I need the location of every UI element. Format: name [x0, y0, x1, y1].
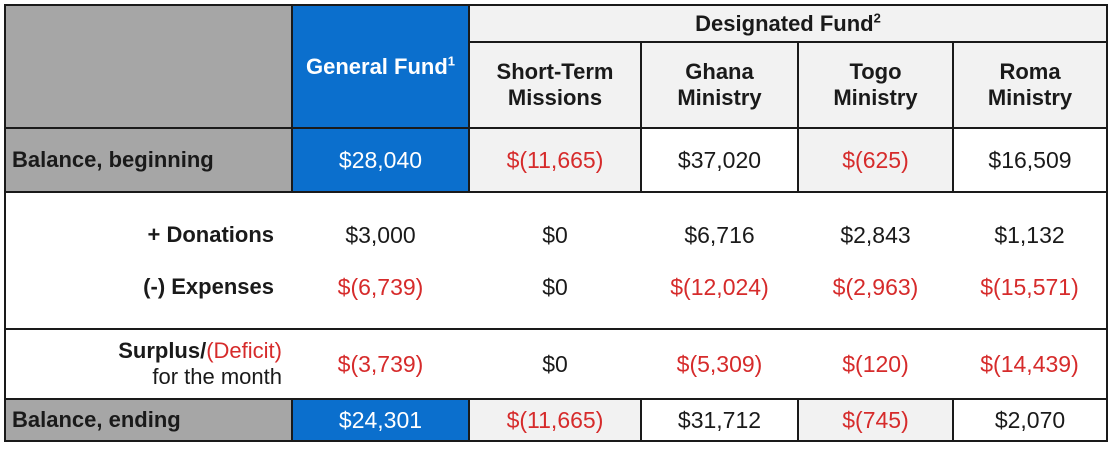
col-header-roma-ministry: Roma Ministry: [952, 41, 1108, 129]
label-balance-beginning: Balance, beginning: [4, 127, 293, 193]
col-header-togo-ministry: Togo Ministry: [797, 41, 954, 129]
label-donations: + Donations: [147, 221, 274, 247]
cell-surplus-ghana: $(5,309): [641, 328, 798, 400]
cell-surplus-general: $(3,739): [292, 328, 469, 400]
cell-surplus-togo: $(120): [798, 328, 953, 400]
activity-togo: $2,843 $(2,963): [798, 191, 953, 330]
cell-beginning-togo: $(625): [797, 127, 954, 193]
general-fund-header: General Fund1: [291, 4, 470, 129]
designated-fund-header: Designated Fund2: [468, 4, 1108, 43]
cell-ending-ghana: $31,712: [640, 398, 799, 442]
cell-ending-roma: $2,070: [952, 398, 1108, 442]
label-expenses: (-) Expenses: [143, 273, 274, 299]
label-surplus: Surplus/(Deficit) for the month: [4, 328, 292, 400]
label-balance-ending: Balance, ending: [4, 398, 293, 442]
cell-ending-togo: $(745): [797, 398, 954, 442]
row-balance-beginning: Balance, beginning $28,040 $(11,665) $37…: [4, 127, 1108, 193]
activity-short-term: $0 $0: [469, 191, 641, 330]
cell-ending-short-term: $(11,665): [468, 398, 642, 442]
cell-surplus-roma: $(14,439): [953, 328, 1108, 400]
row-activity: + Donations (-) Expenses $3,000 $(6,739)…: [4, 191, 1108, 330]
row-surplus: Surplus/(Deficit) for the month $(3,739)…: [4, 328, 1108, 400]
activity-labels: + Donations (-) Expenses: [4, 191, 292, 330]
cell-surplus-short-term: $0: [469, 328, 641, 400]
row-balance-ending: Balance, ending $24,301 $(11,665) $31,71…: [4, 398, 1108, 442]
activity-general: $3,000 $(6,739): [292, 191, 469, 330]
activity-ghana: $6,716 $(12,024): [641, 191, 798, 330]
cell-beginning-roma: $16,509: [952, 127, 1108, 193]
col-header-ghana-ministry: Ghana Ministry: [640, 41, 799, 129]
corner-cell: [4, 4, 293, 129]
cell-beginning-general: $28,040: [291, 127, 470, 193]
activity-roma: $1,132 $(15,571): [953, 191, 1108, 330]
fund-table: General Fund1 Designated Fund2 Short-Ter…: [4, 4, 1108, 442]
cell-ending-general: $24,301: [291, 398, 470, 442]
col-header-short-term-missions: Short-Term Missions: [468, 41, 642, 129]
cell-beginning-ghana: $37,020: [640, 127, 799, 193]
cell-beginning-short-term: $(11,665): [468, 127, 642, 193]
